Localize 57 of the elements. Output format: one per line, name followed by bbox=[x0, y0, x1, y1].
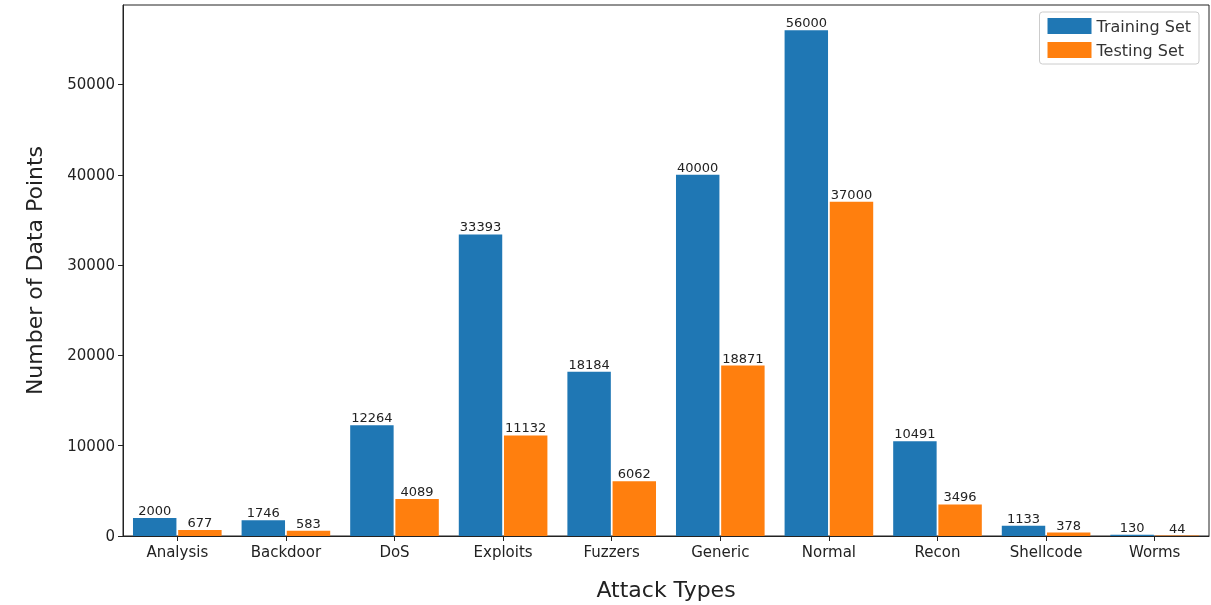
y-tick-label: 20000 bbox=[67, 346, 115, 365]
bar bbox=[612, 481, 657, 536]
bar bbox=[241, 520, 286, 536]
data-label: 4089 bbox=[400, 484, 434, 500]
data-label: 1746 bbox=[246, 505, 280, 521]
x-tick-label: Shellcode bbox=[1009, 542, 1083, 561]
data-label: 37000 bbox=[830, 186, 873, 202]
x-tick-label: Backdoor bbox=[250, 542, 322, 561]
bar bbox=[829, 201, 874, 536]
x-tick-label: Analysis bbox=[146, 542, 209, 561]
bar bbox=[721, 365, 765, 536]
y-tick-label: 50000 bbox=[67, 75, 115, 94]
bar bbox=[286, 530, 331, 536]
x-axis-title: Attack Types bbox=[596, 576, 736, 602]
data-label: 6062 bbox=[617, 466, 651, 482]
y-tick-label: 0 bbox=[105, 527, 115, 545]
y-tick-label: 40000 bbox=[67, 165, 115, 184]
x-tick-label: Fuzzers bbox=[583, 542, 641, 561]
bar bbox=[395, 499, 439, 536]
bar bbox=[784, 30, 829, 536]
x-tick-label: Worms bbox=[1128, 542, 1181, 561]
data-label: 11132 bbox=[505, 420, 547, 436]
bar bbox=[503, 435, 548, 536]
bar bbox=[938, 504, 982, 536]
y-axis-title: Number of Data Points bbox=[21, 145, 47, 396]
legend-label: Testing Set bbox=[1095, 40, 1185, 60]
x-tick-label: DoS bbox=[379, 542, 410, 561]
bar bbox=[178, 529, 222, 536]
data-label: 378 bbox=[1056, 517, 1082, 533]
bar bbox=[1001, 525, 1046, 536]
data-label: 130 bbox=[1119, 519, 1145, 535]
data-label: 1133 bbox=[1006, 510, 1041, 526]
data-label: 18184 bbox=[568, 356, 610, 372]
bar bbox=[350, 425, 394, 536]
bar bbox=[675, 174, 720, 536]
x-tick-label: Recon bbox=[914, 542, 961, 561]
data-label: 18871 bbox=[722, 350, 764, 366]
x-tick-label: Exploits bbox=[473, 542, 533, 561]
data-label: 33393 bbox=[459, 219, 502, 235]
bar bbox=[893, 441, 937, 536]
y-tick-label: 10000 bbox=[67, 436, 115, 455]
data-label: 677 bbox=[187, 514, 213, 530]
data-label: 12264 bbox=[351, 410, 393, 426]
bar bbox=[458, 234, 503, 536]
legend-label: Training Set bbox=[1095, 16, 1192, 36]
bar bbox=[132, 517, 177, 536]
x-tick-label: Generic bbox=[691, 542, 750, 561]
data-label: 44 bbox=[1169, 520, 1186, 536]
data-label: 40000 bbox=[677, 159, 719, 175]
bar bbox=[567, 371, 611, 536]
data-label: 10491 bbox=[894, 426, 936, 442]
data-label: 56000 bbox=[785, 15, 827, 31]
data-label: 3496 bbox=[943, 489, 977, 505]
x-tick-label: Normal bbox=[801, 542, 857, 561]
y-tick-label: 30000 bbox=[67, 256, 115, 275]
data-label: 2000 bbox=[138, 502, 172, 518]
data-label: 583 bbox=[296, 515, 321, 531]
